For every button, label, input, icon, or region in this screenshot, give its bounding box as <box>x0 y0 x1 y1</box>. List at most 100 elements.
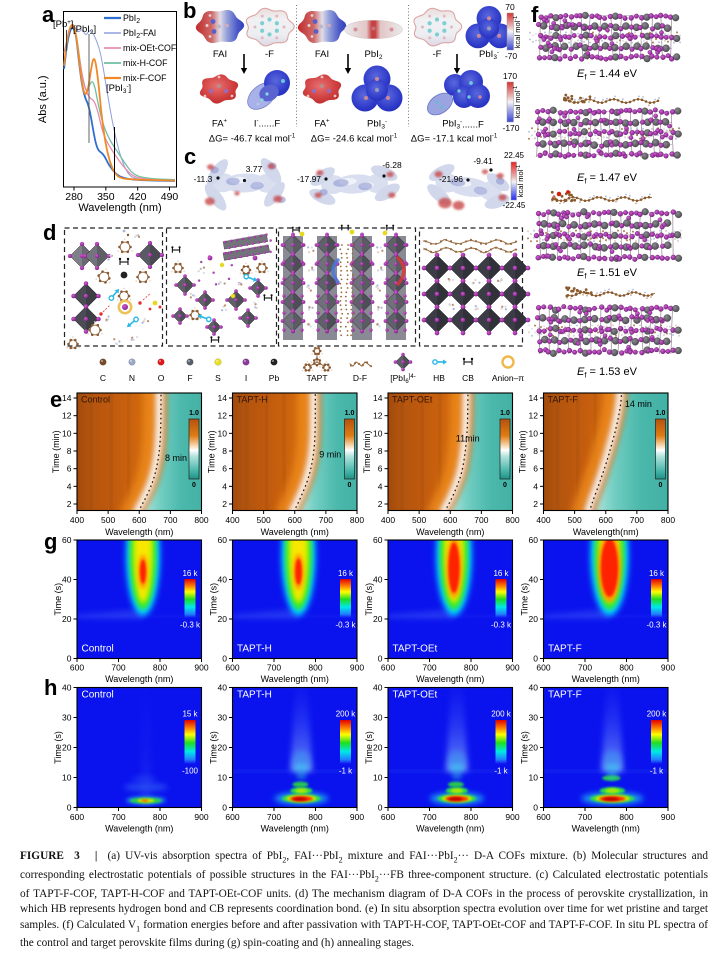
svg-text:mix-F-COF: mix-F-COF <box>123 73 167 83</box>
svg-text:12: 12 <box>373 411 383 421</box>
svg-text:Wavelength (nm): Wavelength (nm) <box>572 674 640 684</box>
svg-text:700: 700 <box>163 515 177 525</box>
svg-text:16 k: 16 k <box>493 569 509 578</box>
svg-text:ΔG= -46.7 kcal mol-1: ΔG= -46.7 kcal mol-1 <box>209 134 296 145</box>
svg-text:14: 14 <box>218 393 228 403</box>
svg-text:600: 600 <box>536 812 550 822</box>
svg-text:-F: -F <box>265 49 274 60</box>
svg-text:Wavelength (nm): Wavelength (nm) <box>261 674 329 684</box>
svg-text:14: 14 <box>373 393 383 403</box>
svg-text:-0.3 k: -0.3 k <box>180 621 201 630</box>
svg-text:40: 40 <box>218 575 228 585</box>
svg-text:g: g <box>44 529 57 554</box>
svg-text:PbI2: PbI2 <box>123 13 140 25</box>
svg-text:900: 900 <box>505 812 519 822</box>
svg-text:800: 800 <box>350 515 364 525</box>
svg-text:700: 700 <box>474 515 488 525</box>
svg-text:800: 800 <box>619 812 633 822</box>
svg-text:Control: Control <box>82 690 114 701</box>
svg-text:800: 800 <box>619 663 633 673</box>
svg-text:-1 k: -1 k <box>494 767 508 776</box>
svg-text:TAPT-F: TAPT-F <box>548 690 582 701</box>
svg-text:20: 20 <box>62 614 72 624</box>
svg-text:200 k: 200 k <box>647 710 668 719</box>
svg-text:10: 10 <box>218 428 228 438</box>
svg-text:600: 600 <box>381 663 395 673</box>
svg-text:PbI3-: PbI3- <box>479 49 499 61</box>
svg-text:30: 30 <box>529 713 539 723</box>
svg-text:30: 30 <box>218 713 228 723</box>
svg-text:1.0: 1.0 <box>656 410 666 417</box>
svg-text:TAPT-OEt: TAPT-OEt <box>393 644 438 655</box>
svg-text:400: 400 <box>70 515 84 525</box>
svg-text:490: 490 <box>161 191 179 203</box>
svg-text:Wavelength (nm): Wavelength (nm) <box>416 527 484 537</box>
svg-text:800: 800 <box>194 515 208 525</box>
svg-text:15 k: 15 k <box>182 710 198 719</box>
svg-text:8: 8 <box>533 446 538 456</box>
svg-text:[Pb+]: [Pb+] <box>53 19 73 30</box>
svg-text:8: 8 <box>222 446 227 456</box>
svg-text:ΔG= -17.1 kcal mol-1: ΔG= -17.1 kcal mol-1 <box>411 134 498 145</box>
svg-text:f: f <box>531 2 539 27</box>
svg-text:800: 800 <box>464 663 478 673</box>
svg-text:-F: -F <box>433 49 442 60</box>
svg-text:TAPT-H: TAPT-H <box>237 644 272 655</box>
svg-text:900: 900 <box>194 812 208 822</box>
svg-text:12: 12 <box>62 411 72 421</box>
svg-text:2: 2 <box>222 499 227 509</box>
svg-text:6: 6 <box>222 464 227 474</box>
svg-text:D-F: D-F <box>353 373 367 383</box>
svg-text:1.0: 1.0 <box>500 410 510 417</box>
svg-text:500: 500 <box>568 515 582 525</box>
svg-text:40: 40 <box>373 575 383 585</box>
svg-text:6: 6 <box>378 464 383 474</box>
svg-text:8: 8 <box>378 446 383 456</box>
svg-text:6: 6 <box>533 464 538 474</box>
svg-text:200 k: 200 k <box>491 710 512 719</box>
svg-text:6: 6 <box>67 464 72 474</box>
svg-text:20: 20 <box>218 614 228 624</box>
svg-text:Time (s): Time (s) <box>364 583 374 616</box>
svg-text:20: 20 <box>529 614 539 624</box>
svg-text:16 k: 16 k <box>649 569 665 578</box>
svg-text:16 k: 16 k <box>338 569 354 578</box>
svg-text:e: e <box>50 387 62 412</box>
svg-text:kcal mol-1: kcal mol-1 <box>513 16 522 48</box>
svg-text:CB: CB <box>462 373 474 383</box>
svg-text:c: c <box>184 144 196 169</box>
svg-text:0: 0 <box>192 482 196 489</box>
svg-text:40: 40 <box>529 575 539 585</box>
svg-text:-21.96: -21.96 <box>439 174 463 184</box>
svg-text:800: 800 <box>464 812 478 822</box>
svg-text:Wavelength(nm): Wavelength(nm) <box>573 527 639 537</box>
svg-text:40: 40 <box>218 683 228 693</box>
svg-text:HB: HB <box>433 373 445 383</box>
svg-text:22.45: 22.45 <box>504 151 525 160</box>
svg-text:Pb: Pb <box>269 373 280 383</box>
svg-text:20: 20 <box>62 743 72 753</box>
svg-text:3.77: 3.77 <box>246 164 263 174</box>
svg-text:0: 0 <box>222 654 227 664</box>
svg-text:Control: Control <box>81 395 110 405</box>
svg-text:Time (s): Time (s) <box>209 583 219 616</box>
svg-text:Time (s): Time (s) <box>53 731 63 764</box>
svg-text:4: 4 <box>67 481 72 491</box>
svg-text:-70: -70 <box>505 51 518 61</box>
svg-text:Time (s): Time (s) <box>364 731 374 764</box>
svg-text:10: 10 <box>529 773 539 783</box>
svg-text:900: 900 <box>194 663 208 673</box>
svg-text:10: 10 <box>62 773 72 783</box>
svg-text:I-......F: I-......F <box>254 119 280 130</box>
svg-text:h: h <box>44 675 57 700</box>
svg-text:700: 700 <box>319 515 333 525</box>
svg-text:FA+: FA+ <box>314 119 330 130</box>
svg-text:20: 20 <box>218 743 228 753</box>
svg-text:Time (s): Time (s) <box>520 731 530 764</box>
svg-text:b: b <box>183 0 196 23</box>
svg-text:2: 2 <box>378 499 383 509</box>
svg-text:10: 10 <box>529 428 539 438</box>
svg-text:Time (min): Time (min) <box>51 430 61 473</box>
svg-text:Time (s): Time (s) <box>53 583 63 616</box>
svg-text:d: d <box>43 220 56 245</box>
